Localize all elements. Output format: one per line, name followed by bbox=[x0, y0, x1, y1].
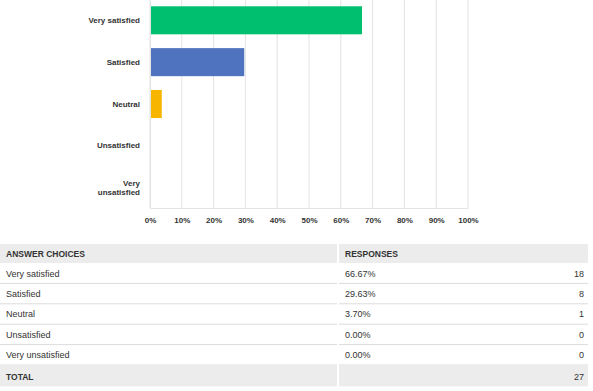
table-cell: Unsatisfied bbox=[6, 330, 51, 340]
tick: 20% bbox=[206, 208, 222, 225]
row-line bbox=[0, 283, 337, 284]
row-line bbox=[0, 324, 337, 325]
category-label: Very satisfied bbox=[88, 16, 140, 25]
tick-label: 100% bbox=[458, 216, 478, 225]
table-cell: 0.00% bbox=[345, 330, 371, 340]
grid-line bbox=[372, 0, 373, 208]
tick: 0% bbox=[145, 208, 157, 225]
table: ANSWER CHOICES RESPONSES Very satisfied 66.… bbox=[0, 244, 588, 386]
table-cell: 1 bbox=[579, 309, 584, 319]
row-line bbox=[0, 303, 337, 304]
header-bg bbox=[0, 244, 337, 263]
row-line bbox=[339, 365, 588, 366]
tick-label: 40% bbox=[270, 216, 286, 225]
tick: 100% bbox=[458, 208, 478, 225]
tick-label: 80% bbox=[397, 216, 413, 225]
bars bbox=[150, 6, 362, 118]
row-line bbox=[0, 365, 337, 366]
page: 0% 10% 20% 30% 40% 50% 60% 70% 80% 90% 100% Very sa… bbox=[0, 0, 593, 391]
row-line bbox=[339, 344, 588, 345]
bar bbox=[150, 48, 244, 76]
tick: 90% bbox=[429, 208, 445, 225]
tick: 70% bbox=[365, 208, 381, 225]
tick-label: 30% bbox=[238, 216, 254, 225]
header-bg bbox=[339, 244, 588, 263]
y-axis: Very satisfied Satisfied Neutral Unsatisfie… bbox=[88, 1, 150, 209]
bar bbox=[150, 90, 162, 118]
bar bbox=[150, 6, 362, 34]
table-cell: Neutral bbox=[6, 309, 35, 319]
tick: 80% bbox=[397, 208, 413, 225]
row-line bbox=[339, 303, 588, 304]
tick: Veryunsatisfied bbox=[98, 179, 150, 197]
total-bg bbox=[0, 366, 337, 386]
table-cell: 29.63% bbox=[345, 289, 376, 299]
category-label: Veryunsatisfied bbox=[98, 179, 141, 197]
x-axis: 0% 10% 20% 30% 40% 50% 60% 70% 80% 90% 100% bbox=[145, 208, 479, 225]
table-cell: 18 bbox=[574, 269, 584, 279]
table-cell: 0 bbox=[579, 330, 584, 340]
header-cell: RESPONSES bbox=[345, 249, 398, 259]
table-cell: Satisfied bbox=[6, 289, 41, 299]
row-line bbox=[339, 283, 588, 284]
row-line bbox=[0, 344, 337, 345]
tick-label: 20% bbox=[206, 216, 222, 225]
table-cell: Very unsatisfied bbox=[6, 350, 70, 360]
tick: Unsatisfied bbox=[97, 141, 150, 150]
category-label: Unsatisfied bbox=[97, 141, 140, 150]
tick-label: 10% bbox=[174, 216, 190, 225]
axis-line bbox=[151, 208, 469, 209]
grid-line bbox=[468, 0, 469, 208]
tick-label: 50% bbox=[301, 216, 317, 225]
grid bbox=[150, 0, 468, 208]
total-bg bbox=[339, 366, 588, 386]
tick-label: 70% bbox=[365, 216, 381, 225]
tick: 40% bbox=[270, 208, 286, 225]
header-cell: ANSWER CHOICES bbox=[6, 249, 85, 259]
tick-label: 60% bbox=[333, 216, 349, 225]
tick: 10% bbox=[174, 208, 190, 225]
table-cell: 0 bbox=[579, 350, 584, 360]
tick: 60% bbox=[333, 208, 349, 225]
grid-line bbox=[150, 0, 151, 208]
table-cell: 0.00% bbox=[345, 350, 371, 360]
category-label: Satisfied bbox=[107, 58, 140, 67]
tick: 30% bbox=[238, 208, 254, 225]
tick: Neutral bbox=[112, 100, 150, 109]
tick: Satisfied bbox=[107, 58, 150, 67]
table-cell: 8 bbox=[579, 289, 584, 299]
total-label: TOTAL bbox=[6, 372, 34, 382]
category-label: Neutral bbox=[112, 100, 140, 109]
table-cell: Very satisfied bbox=[6, 269, 60, 279]
axis-line bbox=[150, 1, 151, 209]
tick-label: 90% bbox=[429, 216, 445, 225]
tick: Very satisfied bbox=[88, 16, 150, 25]
table-cell: 66.67% bbox=[345, 269, 376, 279]
tick: 50% bbox=[301, 208, 317, 225]
row-line bbox=[339, 324, 588, 325]
tick-label: 0% bbox=[145, 216, 157, 225]
grid-line bbox=[436, 0, 437, 208]
table-cell: 3.70% bbox=[345, 309, 371, 319]
total-value: 27 bbox=[574, 372, 584, 382]
grid-line bbox=[404, 0, 405, 208]
